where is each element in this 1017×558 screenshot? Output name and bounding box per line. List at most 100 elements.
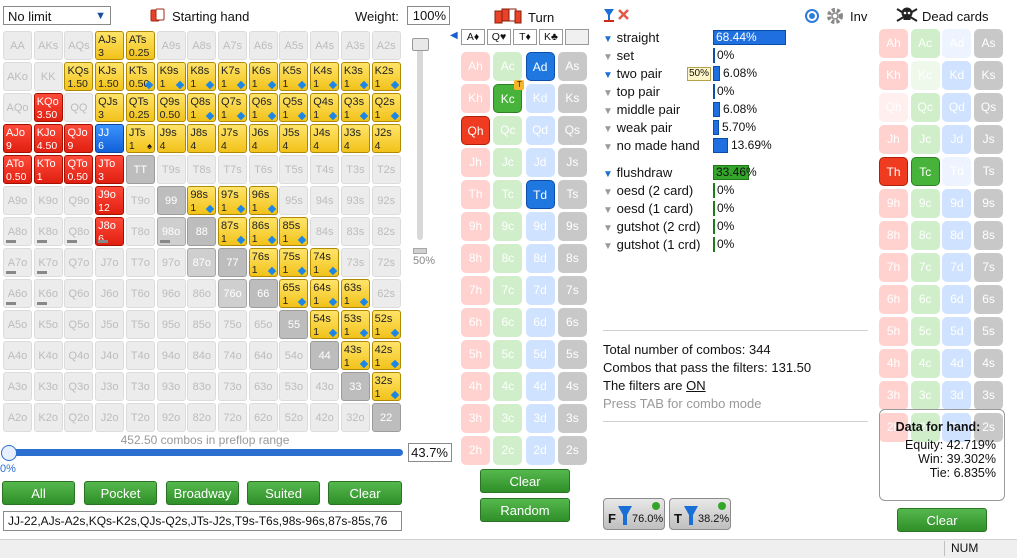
board-card-Td[interactable]: Td xyxy=(525,180,555,209)
board-card-2d[interactable]: 2d xyxy=(525,436,555,465)
range-cell[interactable]: 63s 1 xyxy=(340,279,370,308)
range-cell[interactable]: 55 xyxy=(279,310,309,339)
range-cell[interactable]: A9s xyxy=(156,31,186,60)
range-cell[interactable]: QTo 0.50 xyxy=(64,155,94,184)
range-cell[interactable]: 65o xyxy=(248,310,278,339)
range-cell[interactable]: 42o xyxy=(310,403,340,432)
range-cell[interactable]: 43o xyxy=(310,372,340,401)
range-cell[interactable]: 88 xyxy=(187,217,217,246)
range-cell[interactable]: J7s 4 xyxy=(218,124,248,153)
dead-card-2s[interactable]: 2s xyxy=(974,413,1004,442)
range-cell[interactable]: QJs 3 xyxy=(95,93,125,122)
board-card-Qd[interactable]: Qd xyxy=(525,116,555,145)
board-card-5[interactable] xyxy=(565,29,589,45)
filter-icon[interactable]: ▼ xyxy=(603,124,613,135)
range-cell[interactable]: 44 xyxy=(310,341,340,370)
filter-icon[interactable]: ▼ xyxy=(603,169,613,180)
range-cell[interactable]: KJo 4.50 xyxy=(33,124,63,153)
range-cell[interactable]: J7o xyxy=(95,248,125,277)
range-cell[interactable]: K5s 1 xyxy=(279,62,309,91)
dead-card-4s[interactable]: 4s xyxy=(974,349,1004,378)
range-cell[interactable]: T5s xyxy=(279,155,309,184)
dead-card-5s[interactable]: 5s xyxy=(974,317,1004,346)
range-cell[interactable]: T9s xyxy=(156,155,186,184)
range-cell[interactable]: AKo xyxy=(3,62,32,91)
board-card-4s[interactable]: 4s xyxy=(557,372,587,401)
range-cell[interactable]: 83s xyxy=(340,217,370,246)
range-cell[interactable]: T3s xyxy=(340,155,370,184)
board-card-Qc[interactable]: Qc xyxy=(493,116,523,145)
range-cell[interactable]: AKs xyxy=(33,31,63,60)
range-cell[interactable]: AA xyxy=(3,31,32,60)
range-cell[interactable]: J8o 6 xyxy=(95,217,125,246)
range-cell[interactable]: Q2o xyxy=(64,403,94,432)
range-cell[interactable]: K7s 1 xyxy=(218,62,248,91)
range-cell[interactable]: 65s 1 xyxy=(279,279,309,308)
range-cell[interactable]: 43s 1 xyxy=(340,341,370,370)
board-card-Kc[interactable]: Kc T xyxy=(493,80,525,113)
clear-dead-button[interactable]: Clear xyxy=(897,508,987,532)
board-card-2s[interactable]: 2s xyxy=(557,436,587,465)
range-cell[interactable]: J9o 12 xyxy=(95,186,125,215)
range-cell[interactable]: T8s xyxy=(187,155,217,184)
board-card-As[interactable]: As xyxy=(557,52,587,81)
range-cell[interactable]: K3o xyxy=(33,372,63,401)
range-cell[interactable]: J4o xyxy=(95,341,125,370)
dead-card-4h[interactable]: 4h xyxy=(879,349,908,378)
range-cell[interactable]: T5o xyxy=(125,310,155,339)
board-card-Ac[interactable]: Ac xyxy=(493,52,523,81)
range-cell[interactable]: A2o xyxy=(3,403,32,432)
range-cell[interactable]: T6s xyxy=(248,155,278,184)
gear-icon[interactable] xyxy=(826,7,844,25)
board-card-7c[interactable]: 7c xyxy=(493,276,523,305)
range-cell[interactable]: Q8s 1 xyxy=(187,93,217,122)
draw-row[interactable]: ▼ flushdraw xyxy=(603,165,672,181)
range-cell[interactable]: KQs 1.50 xyxy=(64,62,94,91)
range-cell[interactable]: 74o xyxy=(218,341,248,370)
dead-card-4c[interactable]: 4c xyxy=(910,349,940,378)
board-card-8h[interactable]: 8h xyxy=(461,244,490,273)
filter-icon[interactable]: ▼ xyxy=(603,187,613,198)
board-card-3s[interactable]: 3s xyxy=(557,404,587,433)
range-cell[interactable]: 32s 1 xyxy=(371,372,401,401)
range-cell[interactable]: A8s xyxy=(187,31,217,60)
range-cell[interactable]: 85s 1 xyxy=(279,217,309,246)
made-hand-row[interactable]: ▼ top pair xyxy=(603,84,660,100)
range-cell[interactable]: 63o xyxy=(248,372,278,401)
board-card-Js[interactable]: Js xyxy=(557,148,587,177)
weight-slider-thumb[interactable] xyxy=(412,38,429,51)
range-cell[interactable]: Q5s 1 xyxy=(279,93,309,122)
range-cell[interactable]: Q9o xyxy=(64,186,94,215)
dead-card-Jc[interactable]: Jc xyxy=(910,125,940,154)
filter-icon[interactable]: ▼ xyxy=(603,70,613,81)
range-cell[interactable]: A4s xyxy=(310,31,340,60)
range-cell[interactable]: 54s 1 xyxy=(310,310,340,339)
turn-filter-button[interactable]: T 38.2% xyxy=(669,498,731,530)
range-cell[interactable]: 82s xyxy=(371,217,401,246)
range-cell[interactable]: QJo 9 xyxy=(64,124,94,153)
board-card-4h[interactable]: 4h xyxy=(461,372,490,401)
range-cell[interactable]: A2s xyxy=(371,31,401,60)
dead-card-3h[interactable]: 3h xyxy=(879,381,908,410)
dead-card-Jh[interactable]: Jh xyxy=(879,125,908,154)
dead-card-Kc[interactable]: Kc xyxy=(910,61,940,90)
range-cell[interactable]: ATs 0.25 xyxy=(125,31,155,60)
draw-row[interactable]: ▼ oesd (1 card) xyxy=(603,201,693,217)
dead-card-2d[interactable]: 2d xyxy=(942,413,972,442)
board-card-3h[interactable]: 3h xyxy=(461,404,490,433)
range-cell[interactable]: J8s 4 xyxy=(187,124,217,153)
range-cell[interactable]: 54o xyxy=(279,341,309,370)
dead-card-Td[interactable]: Td xyxy=(942,157,972,186)
range-cell[interactable]: 73s xyxy=(340,248,370,277)
made-hand-row[interactable]: ▼ straight xyxy=(603,30,659,46)
made-hand-row[interactable]: ▼ set xyxy=(603,48,634,64)
range-cell[interactable]: T8o xyxy=(125,217,155,246)
range-cell[interactable]: 83o xyxy=(187,372,217,401)
range-cell[interactable]: 52o xyxy=(279,403,309,432)
range-cell[interactable]: KQo 3.50 xyxy=(33,93,63,122)
draw-row[interactable]: ▼ oesd (2 card) xyxy=(603,183,693,199)
range-cell[interactable]: 84s xyxy=(310,217,340,246)
range-cell[interactable]: 92s xyxy=(371,186,401,215)
range-cell[interactable]: K2s 1 xyxy=(371,62,401,91)
range-cell[interactable]: 94o xyxy=(156,341,186,370)
